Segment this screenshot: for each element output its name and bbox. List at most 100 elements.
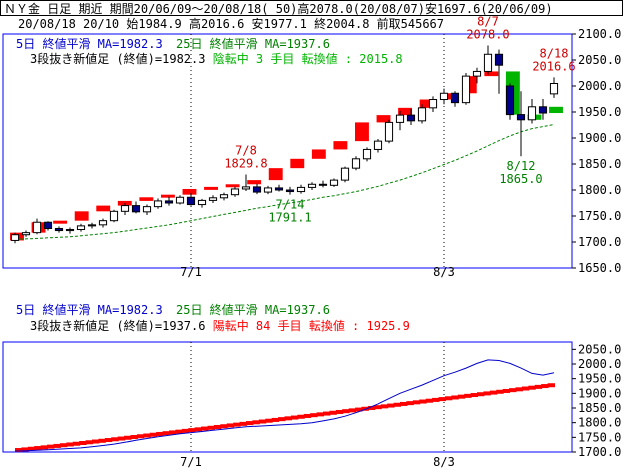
candle-body <box>538 106 548 114</box>
lower-kagi-step <box>367 405 376 410</box>
lower-kagi-step <box>310 413 318 418</box>
lower-xtick-label: 7/1 <box>180 455 202 469</box>
candle-body <box>87 224 97 227</box>
lower-kagi-step <box>271 417 280 422</box>
candle-body <box>351 158 361 169</box>
lower-kagi-step <box>348 408 357 413</box>
candle-body <box>329 179 339 186</box>
annotation-value: 1791.1 <box>268 211 311 225</box>
lower-kagi-step <box>278 417 286 422</box>
lower-ytick-label: 1900.0 <box>578 386 621 400</box>
lower-kagi-step <box>258 419 267 424</box>
upper-kagi-box <box>441 93 456 100</box>
upper-ytick-label: 1850.0 <box>578 157 621 171</box>
lower-legend-break: 3段抜き新値足 (終値)=1937.6 陽転中 84 手目 転換値 : 1925… <box>30 318 410 333</box>
lower-kagi-step <box>72 441 81 446</box>
candle-body <box>197 199 207 206</box>
lower-kagi-step <box>464 393 472 398</box>
lower-kagi-step <box>515 387 523 392</box>
lower-kagi-step <box>124 435 132 440</box>
lower-kagi-step <box>15 448 23 453</box>
lower-kagi-step <box>194 427 203 432</box>
candle-body <box>219 194 229 199</box>
lower-kagi-step <box>143 433 151 438</box>
lower-kagi-step <box>162 431 170 436</box>
lower-kagi-step <box>156 431 164 436</box>
candle-body <box>43 221 53 229</box>
lower-ytick-label: 2050.0 <box>578 342 621 356</box>
upper-kagi-box <box>290 158 305 169</box>
lower-kagi-step <box>27 446 36 451</box>
lower-ytick-label: 1950.0 <box>578 372 621 386</box>
annotation-value: 1829.8 <box>224 157 267 171</box>
upper-kagi-box <box>484 71 499 77</box>
upper-kagi-box <box>182 188 197 195</box>
annotation-value: 2078.0 <box>466 27 509 41</box>
upper-kagi-box <box>355 122 369 142</box>
lower-kagi-step <box>406 401 414 406</box>
upper-ytick-label: 1900.0 <box>578 131 621 145</box>
lower-kagi-step <box>201 426 209 431</box>
lower-kagi-step <box>457 394 466 399</box>
upper-legend-ma25: 25日 終値平滑 MA=1937.6 <box>176 36 330 51</box>
candle-body <box>296 186 306 193</box>
candle-body <box>505 85 515 116</box>
candle-body <box>527 106 537 121</box>
lower-kagi-step <box>316 412 324 417</box>
lower-kagi-step <box>355 407 363 412</box>
lower-kagi-step <box>489 390 498 395</box>
lower-kagi-step <box>226 423 235 428</box>
lower-kagi-step <box>374 405 382 410</box>
upper-kagi-box <box>225 184 240 188</box>
upper-kagi-box <box>419 99 434 108</box>
lower-ytick-label: 2000.0 <box>578 357 621 371</box>
lower-kagi-step <box>233 422 241 427</box>
candle-body <box>362 148 372 160</box>
lower-kagi-step <box>111 437 119 442</box>
lower-kagi-step <box>59 443 68 448</box>
annotation-date: 8/7 <box>477 14 499 28</box>
lower-kagi-step <box>400 401 408 406</box>
candle-body <box>428 99 438 109</box>
lower-kagi-step <box>136 434 145 439</box>
candle-body <box>516 114 526 121</box>
lower-kagi-step <box>541 384 549 389</box>
candle-body <box>230 188 240 196</box>
candle-body <box>252 186 262 193</box>
candle-body <box>450 92 460 104</box>
candle-body <box>32 221 42 234</box>
lower-kagi-step <box>412 400 421 405</box>
lower-kagi-step <box>323 411 331 416</box>
lower-ytick-label: 1750.0 <box>578 430 621 444</box>
lower-kagi-step <box>130 435 138 440</box>
candle-body <box>208 197 218 201</box>
upper-ytick-label: 2000.0 <box>578 79 621 93</box>
lower-kagi-step <box>380 404 389 409</box>
candle-body <box>395 114 405 123</box>
upper-ytick-label: 1950.0 <box>578 105 621 119</box>
upper-kagi-box <box>96 205 111 212</box>
lower-kagi-step <box>534 384 543 389</box>
lower-kagi-step <box>329 410 337 415</box>
lower-kagi-step <box>117 436 126 441</box>
upper-ytick-label: 1650.0 <box>578 261 621 275</box>
lower-kagi-step <box>53 443 61 448</box>
candle-body <box>307 183 317 188</box>
lower-ytick-label: 1800.0 <box>578 416 621 430</box>
candle-body <box>285 189 295 193</box>
lower-kagi-step <box>220 424 228 429</box>
lower-kagi-step <box>246 421 254 426</box>
annotation-value: 1865.0 <box>499 172 542 186</box>
candle-body <box>186 196 196 206</box>
lower-kagi-step <box>252 420 260 425</box>
upper-ytick-label: 1750.0 <box>578 209 621 223</box>
upper-kagi-box <box>247 180 262 185</box>
lower-kagi-step <box>297 414 305 419</box>
chart-header-quote: 20/08/18 20/10 始1984.9 高2016.6 安1977.1 終… <box>18 17 445 31</box>
upper-ytick-label: 2050.0 <box>578 53 621 67</box>
lower-kagi-step <box>98 438 106 443</box>
lower-kagi-step <box>502 388 511 393</box>
candle-body <box>142 206 152 213</box>
candle-body <box>98 220 108 226</box>
candle-body <box>54 227 64 232</box>
